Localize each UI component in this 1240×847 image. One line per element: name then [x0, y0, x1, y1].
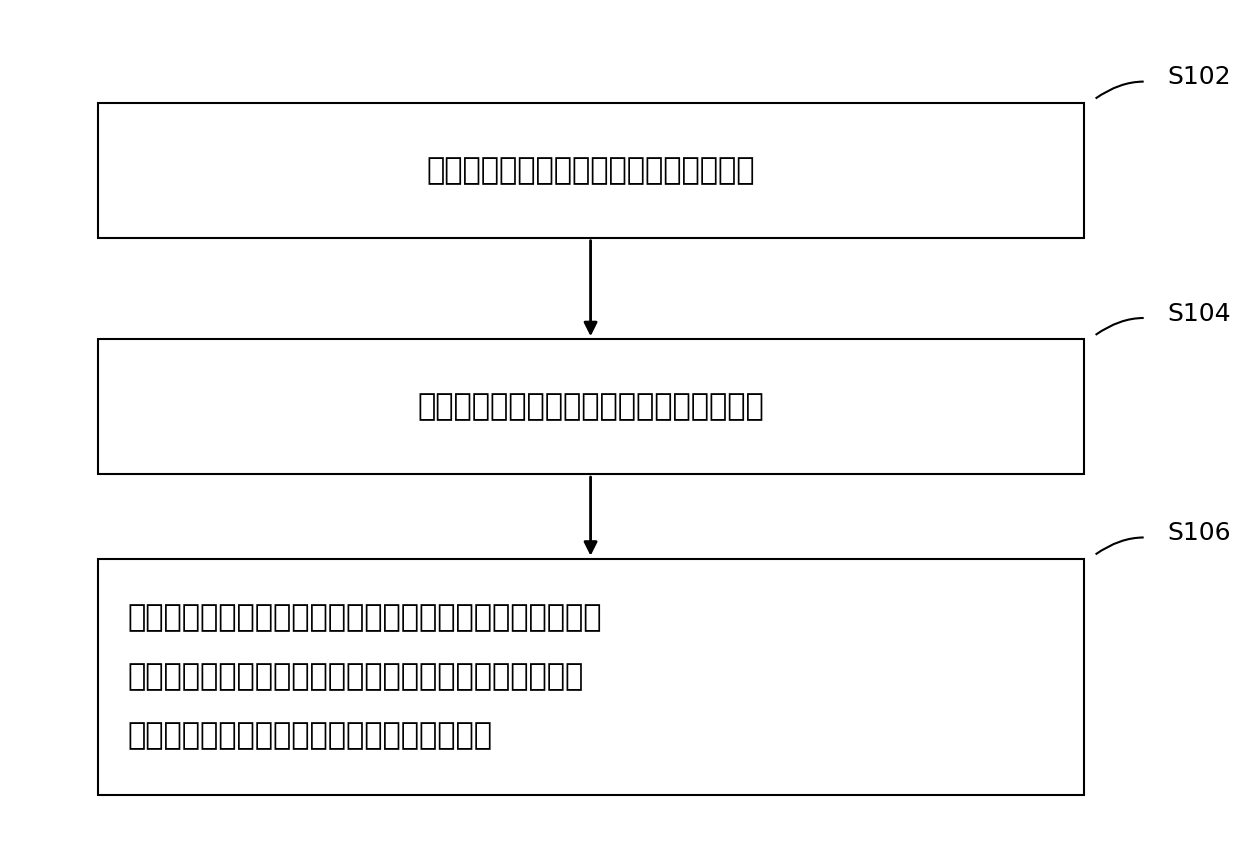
Text: 按照预设的时间间隔获取电机的转子转速: 按照预设的时间间隔获取电机的转子转速: [427, 156, 755, 185]
FancyBboxPatch shape: [98, 558, 1084, 795]
FancyBboxPatch shape: [98, 102, 1084, 238]
Text: 态；否则，判定电机处于非稳态工作的状态。: 态；否则，判定电机处于非稳态工作的状态。: [128, 722, 492, 750]
Text: 计算相邻时间间隔所获取的转子转速的差值: 计算相邻时间间隔所获取的转子转速的差值: [417, 392, 764, 421]
Text: S106: S106: [1168, 521, 1231, 545]
FancyBboxPatch shape: [98, 339, 1084, 474]
Text: S104: S104: [1168, 302, 1231, 326]
Text: S102: S102: [1168, 65, 1231, 90]
Text: 当连续计算出的第一预设数量的差值中小于预设阈值的差值: 当连续计算出的第一预设数量的差值中小于预设阈值的差值: [128, 603, 603, 632]
Text: 的个数大于第二预设数量时，判定电机处于稳态工作的状: 的个数大于第二预设数量时，判定电机处于稳态工作的状: [128, 662, 584, 691]
